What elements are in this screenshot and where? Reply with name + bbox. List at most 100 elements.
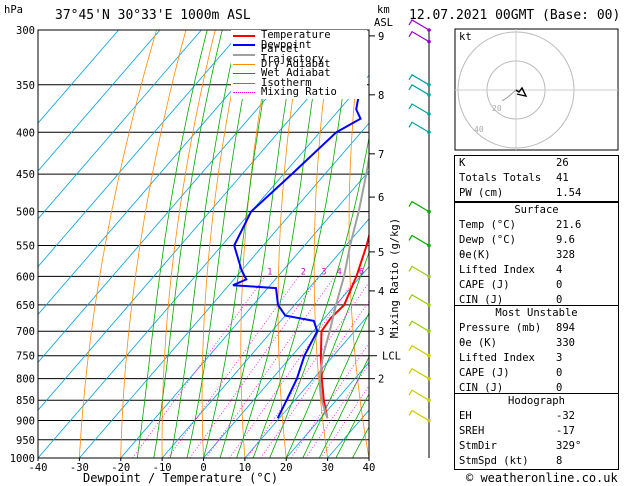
row-value: -32 [556, 410, 575, 422]
wet-adiabat-line [186, 30, 257, 458]
row-value: 894 [556, 322, 575, 334]
km-label: km [377, 4, 390, 16]
legend-swatch-parcel [233, 53, 255, 56]
legend-swatch-dry-adiabat [233, 63, 255, 65]
dry-adiabat-line [313, 30, 333, 458]
mixing-ratio-label: 3 [321, 267, 326, 277]
wet-adiabat-line [219, 30, 299, 458]
pressure-tick-label: 450 [16, 169, 35, 181]
pressure-tick-label: 650 [16, 300, 35, 312]
legend-label: Temperature [261, 29, 331, 41]
table-row: PW (cm) 1.54 [455, 186, 618, 201]
mixing-ratio-label: 1 [267, 267, 272, 277]
pressure-tick-label: 700 [16, 326, 35, 338]
legend-item: Dry Adiabat [231, 57, 367, 70]
x-tick-label: -30 [70, 462, 89, 474]
hodograph-table: Hodograph EH -32 SREH -17 StmDir 329° StmSp… [454, 393, 619, 470]
row-label: EH [459, 410, 472, 422]
dry-adiabat-line [416, 30, 452, 458]
table-row: θe(K) 328 [455, 248, 618, 263]
isotherm-line [38, 30, 119, 124]
row-label: StmDir [459, 440, 497, 452]
chart-title: 37°45'N 30°33'E 1000m ASL [55, 8, 251, 23]
wind-barb-icon [408, 294, 430, 306]
wind-barb-icon [408, 409, 430, 422]
wind-barb-icon [408, 265, 430, 277]
legend-label: Parcel Trajectory [260, 43, 324, 65]
row-value: -17 [556, 425, 575, 437]
row-label: Lifted Index [459, 264, 535, 276]
isotherm-line [285, 361, 369, 458]
index-label: Totals Totals [459, 172, 542, 184]
legend-label: Dry Adiabat [261, 57, 331, 70]
isotherm-line [38, 30, 161, 172]
table-row: Totals Totals 41 [455, 171, 618, 186]
hodograph-unit-label: kt [459, 31, 472, 43]
legend-swatch-wet-adiabat [233, 73, 255, 75]
isotherm-line [244, 313, 369, 458]
legend-label: Wet Adiabat [261, 67, 331, 79]
table-row: Pressure (mb) 894 [455, 321, 618, 336]
wet-adiabat-line [285, 251, 369, 458]
isotherm-line [38, 30, 244, 268]
wind-barb-icon [408, 320, 430, 332]
legend-swatch-temperature [233, 34, 255, 37]
row-value: 4 [556, 264, 563, 276]
x-tick-label: -40 [29, 462, 48, 474]
pressure-tick-label: 350 [16, 80, 35, 92]
wind-level-dot [427, 39, 431, 44]
legend-label: Isotherm [261, 76, 312, 89]
table-row: Temp (°C) 21.6 [455, 218, 618, 233]
isotherm-line [203, 266, 369, 458]
legend-swatch-dewpoint [233, 44, 255, 47]
wet-adiabat-line [153, 30, 223, 458]
footer-credit[interactable]: © weatheronline.co.uk [466, 471, 618, 485]
height-tick-label: 3 [378, 326, 384, 338]
x-tick-label: 30 [321, 462, 334, 474]
surface-table: Surface Temp (°C) 21.6 Dewp (°C) 9.6 θe(K)… [454, 202, 619, 309]
legend-item: Parcel Trajectory [231, 44, 367, 64]
legend-swatch-isotherm [233, 82, 255, 84]
mixing-ratio-line [246, 281, 369, 458]
wind-level-dot [427, 353, 431, 358]
wind-barb-icon [408, 73, 430, 86]
table-row: CAPE (J) 0 [455, 366, 618, 381]
row-value: 8 [556, 455, 563, 467]
wind-level-dot [427, 28, 431, 32]
parcel-trajectory-profile [318, 152, 369, 419]
mixing-ratio-label: 2 [301, 267, 306, 277]
wet-adiabat-line [252, 30, 353, 458]
wind-barb-icon [408, 389, 430, 401]
row-label: SREH [459, 425, 485, 437]
table-row: Lifted Index 4 [455, 263, 618, 278]
wet-adiabat-line [236, 30, 324, 458]
row-value: 3 [556, 352, 563, 364]
pressure-tick-label: 500 [16, 207, 35, 219]
mixing-ratio-label: 6 [359, 267, 364, 277]
height-tick-label: 8 [378, 90, 384, 102]
table-row: K 26 [455, 156, 618, 171]
legend: Temperature Dewpoint Parcel Trajectory D… [231, 30, 367, 99]
wind-level-dot [427, 274, 431, 279]
dewpoint-profile [232, 30, 362, 419]
row-value: 0 [556, 294, 563, 306]
pressure-tick-label: 1000 [10, 453, 35, 465]
row-value: 0 [556, 367, 563, 379]
legend-item: Dewpoint [231, 40, 367, 51]
row-label: Temp (°C) [459, 219, 516, 231]
wind-level-dot [427, 418, 431, 423]
mixing-ratio-line [229, 276, 358, 458]
mixing-ratio-label: 4 [337, 267, 342, 277]
x-axis-label: Dewpoint / Temperature (°C) [83, 471, 279, 485]
isotherm-line [38, 30, 285, 316]
row-label: Dewp (°C) [459, 234, 516, 246]
x-tick-label: 20 [280, 462, 293, 474]
most-unstable-title: Most Unstable [495, 307, 578, 319]
x-tick-label: 0 [200, 462, 206, 474]
surface-title: Surface [514, 204, 559, 216]
row-label: θe(K) [459, 249, 491, 261]
wind-level-dot [427, 82, 431, 87]
hodograph-title: Hodograph [508, 395, 565, 407]
isotherm-line [38, 30, 202, 220]
